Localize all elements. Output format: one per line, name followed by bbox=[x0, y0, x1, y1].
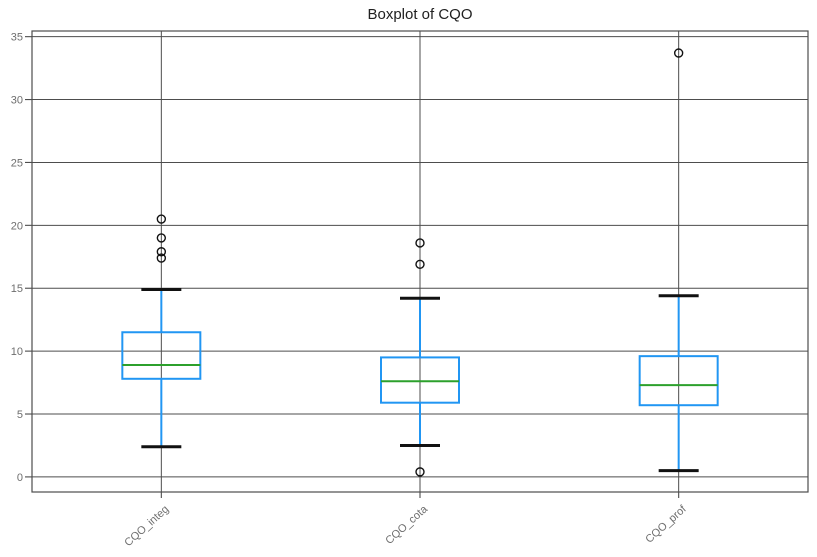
y-tick-label: 10 bbox=[11, 346, 23, 358]
outlier-point bbox=[415, 259, 425, 270]
outlier-point bbox=[156, 247, 167, 257]
chart-title: Boxplot of CQO bbox=[367, 6, 473, 23]
iqr-box bbox=[380, 356, 460, 404]
y-tick-label: 5 bbox=[17, 409, 23, 421]
outlier-point bbox=[156, 253, 167, 263]
y-tick-label: 30 bbox=[11, 95, 23, 107]
y-tick-label: 15 bbox=[11, 283, 23, 295]
x-tick-label: CQO_integ bbox=[122, 503, 171, 549]
y-tick-label: 0 bbox=[17, 472, 23, 484]
iqr-box bbox=[638, 355, 719, 407]
outlier-point bbox=[415, 238, 425, 248]
outlier-point bbox=[673, 48, 684, 58]
iqr-box bbox=[121, 331, 202, 380]
x-tick-label: CQO_cota bbox=[383, 503, 430, 547]
x-tick-label: CQO_prof bbox=[643, 503, 689, 546]
y-tick-label: 20 bbox=[11, 220, 23, 232]
y-tick-label: 35 bbox=[11, 32, 23, 44]
outlier-point bbox=[156, 214, 167, 224]
outlier-point bbox=[415, 467, 425, 477]
outlier-point bbox=[156, 233, 167, 243]
y-tick-label: 25 bbox=[11, 157, 23, 169]
